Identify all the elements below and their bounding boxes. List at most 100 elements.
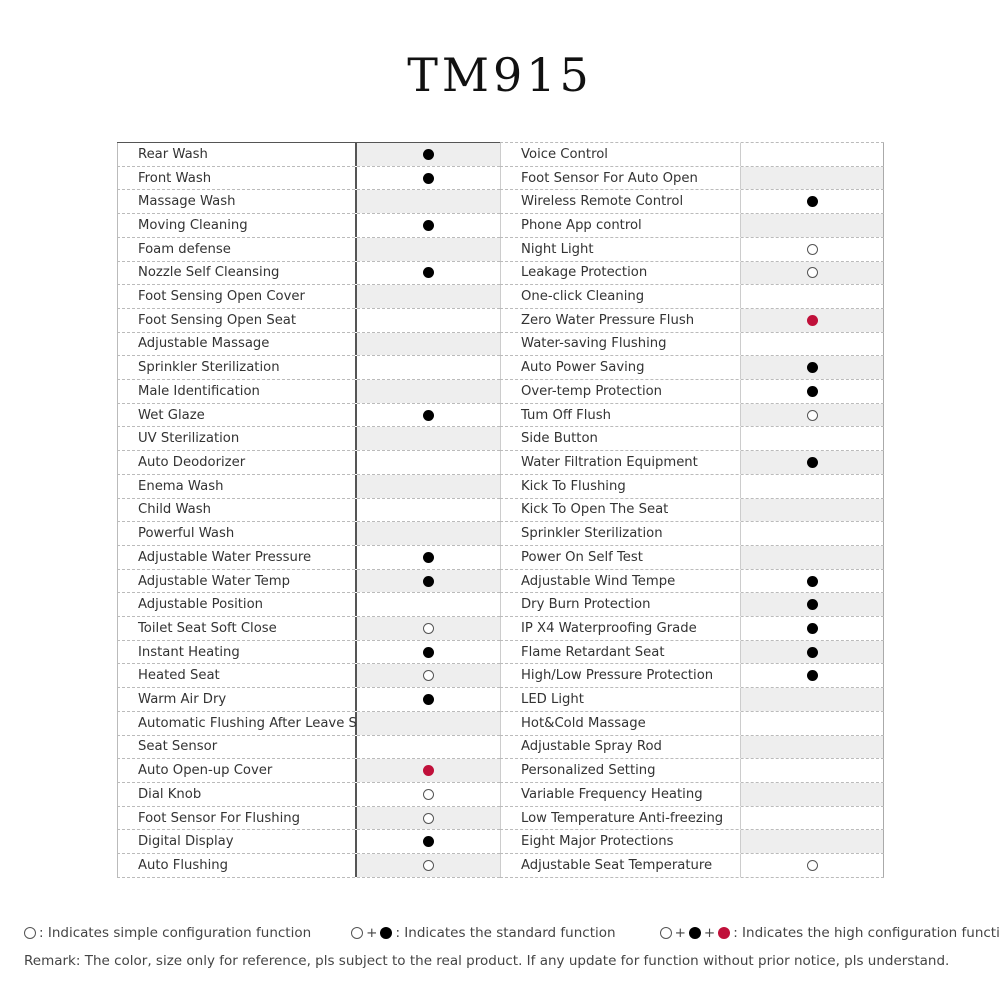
- open-circle-icon: [423, 670, 434, 682]
- feature-mark-cell: [741, 285, 884, 308]
- feature-mark-cell: [357, 474, 500, 498]
- open-circle-icon: [806, 859, 818, 871]
- feature-mark-cell: [741, 214, 884, 237]
- feature-mark-cell: [357, 427, 500, 451]
- feature-label: Side Button: [500, 427, 741, 451]
- feature-row: Male Identification: [117, 380, 500, 404]
- feature-row: Front Wash: [117, 166, 500, 191]
- feature-label: Eight Major Protections: [500, 830, 741, 854]
- feature-label: Water-saving Flushing: [500, 332, 741, 356]
- red-circle-icon: [806, 314, 818, 326]
- feature-mark-cell: [357, 285, 500, 308]
- feature-row: Rear Wash: [117, 143, 500, 167]
- filled-circle-icon: [806, 196, 818, 208]
- filled-circle-icon: [806, 456, 818, 468]
- feature-mark-cell: [741, 474, 884, 498]
- feature-label: Adjustable Water Temp: [117, 569, 357, 593]
- feature-row: Auto Power Saving: [500, 356, 884, 381]
- feature-mark-cell: [741, 143, 884, 166]
- filled-circle-icon: [423, 148, 434, 160]
- feature-mark-cell: [741, 166, 884, 190]
- open-circle-icon: [423, 788, 434, 800]
- plus-sign: +: [674, 925, 686, 941]
- feature-mark-cell: [741, 261, 884, 285]
- feature-mark-cell: [357, 854, 500, 877]
- feature-mark-cell: [357, 404, 500, 427]
- feature-row: One-click Cleaning: [500, 285, 884, 309]
- feature-row: Foot Sensing Open Seat: [117, 308, 500, 333]
- feature-mark-cell: [741, 545, 884, 569]
- feature-row: Foam defense: [117, 237, 500, 262]
- feature-label: One-click Cleaning: [500, 285, 741, 308]
- open-circle-icon: [423, 812, 434, 824]
- feature-mark-cell: [741, 640, 884, 664]
- feature-mark-cell: [741, 664, 884, 688]
- filled-circle-icon: [806, 385, 818, 397]
- feature-mark-cell: [741, 688, 884, 711]
- feature-row: Low Temperature Anti-freezing: [500, 806, 884, 831]
- feature-row: Foot Sensor For Auto Open: [500, 166, 884, 191]
- feature-label: Kick To Flushing: [500, 474, 741, 498]
- feature-label: UV Sterilization: [117, 427, 357, 451]
- feature-table: Rear Wash Front Wash Massage Wash Moving Cl…: [117, 142, 885, 878]
- open-circle-icon: [423, 859, 434, 871]
- feature-row: LED Light: [500, 688, 884, 712]
- feature-row: Dial Knob: [117, 782, 500, 807]
- feature-label: Adjustable Wind Tempe: [500, 569, 741, 593]
- feature-row: Water Filtration Equipment: [500, 451, 884, 475]
- feature-label: Adjustable Massage: [117, 332, 357, 356]
- open-circle-icon: [806, 243, 818, 255]
- filled-circle-icon: [423, 694, 434, 706]
- feature-mark-cell: [357, 664, 500, 688]
- feature-row: Foot Sensing Open Cover: [117, 285, 500, 309]
- filled-circle-icon: [423, 219, 434, 231]
- feature-mark-cell: [741, 190, 884, 214]
- feature-mark-cell: [741, 617, 884, 640]
- feature-label: Low Temperature Anti-freezing: [500, 806, 741, 830]
- feature-label: Moving Cleaning: [117, 214, 357, 237]
- feature-row: Massage Wash: [117, 190, 500, 215]
- feature-mark-cell: [741, 427, 884, 451]
- feature-mark-cell: [357, 356, 500, 379]
- feature-mark-cell: [741, 854, 884, 877]
- feature-row: Power On Self Test: [500, 545, 884, 570]
- feature-label: Front Wash: [117, 166, 357, 190]
- feature-row: Auto Deodorizer: [117, 451, 500, 475]
- feature-row: Seat Sensor: [117, 735, 500, 760]
- feature-mark-cell: [741, 569, 884, 593]
- feature-mark-cell: [741, 403, 884, 427]
- feature-mark-cell: [741, 593, 884, 617]
- feature-mark-cell: [357, 783, 500, 806]
- feature-mark-cell: [741, 806, 884, 830]
- feature-label: Kick To Open The Seat: [500, 498, 741, 522]
- feature-label: Heated Seat: [117, 664, 357, 688]
- filled-circle-icon: [806, 670, 818, 682]
- feature-row: Digital Display: [117, 830, 500, 855]
- feature-label: Auto Open-up Cover: [117, 759, 357, 782]
- filled-circle-icon: [806, 575, 818, 587]
- filled-circle-icon: [423, 409, 434, 421]
- filled-circle-icon: [380, 927, 393, 939]
- filled-circle-icon: [806, 362, 818, 374]
- feature-label: Adjustable Seat Temperature: [500, 854, 741, 877]
- open-circle-icon: [806, 409, 818, 421]
- feature-mark-cell: [357, 522, 500, 545]
- feature-label: Adjustable Spray Rod: [500, 735, 741, 759]
- feature-mark-cell: [357, 806, 500, 830]
- feature-row: Heated Seat: [117, 664, 500, 689]
- feature-label: Toilet Seat Soft Close: [117, 617, 357, 640]
- feature-label: Dry Burn Protection: [500, 593, 741, 617]
- feature-mark-cell: [741, 356, 884, 380]
- filled-circle-icon: [423, 575, 434, 587]
- feature-label: Leakage Protection: [500, 261, 741, 285]
- feature-mark-cell: [357, 309, 500, 332]
- feature-label: Flame Retardant Seat: [500, 640, 741, 664]
- feature-mark-cell: [357, 546, 500, 569]
- feature-mark-cell: [741, 498, 884, 522]
- feature-label: Adjustable Position: [117, 593, 357, 617]
- feature-label: Powerful Wash: [117, 522, 357, 545]
- feature-row: Tum Off Flush: [500, 403, 884, 428]
- feature-row: Hot&Cold Massage: [500, 711, 884, 736]
- feature-label: Digital Display: [117, 830, 357, 854]
- feature-label: Personalized Setting: [500, 759, 741, 782]
